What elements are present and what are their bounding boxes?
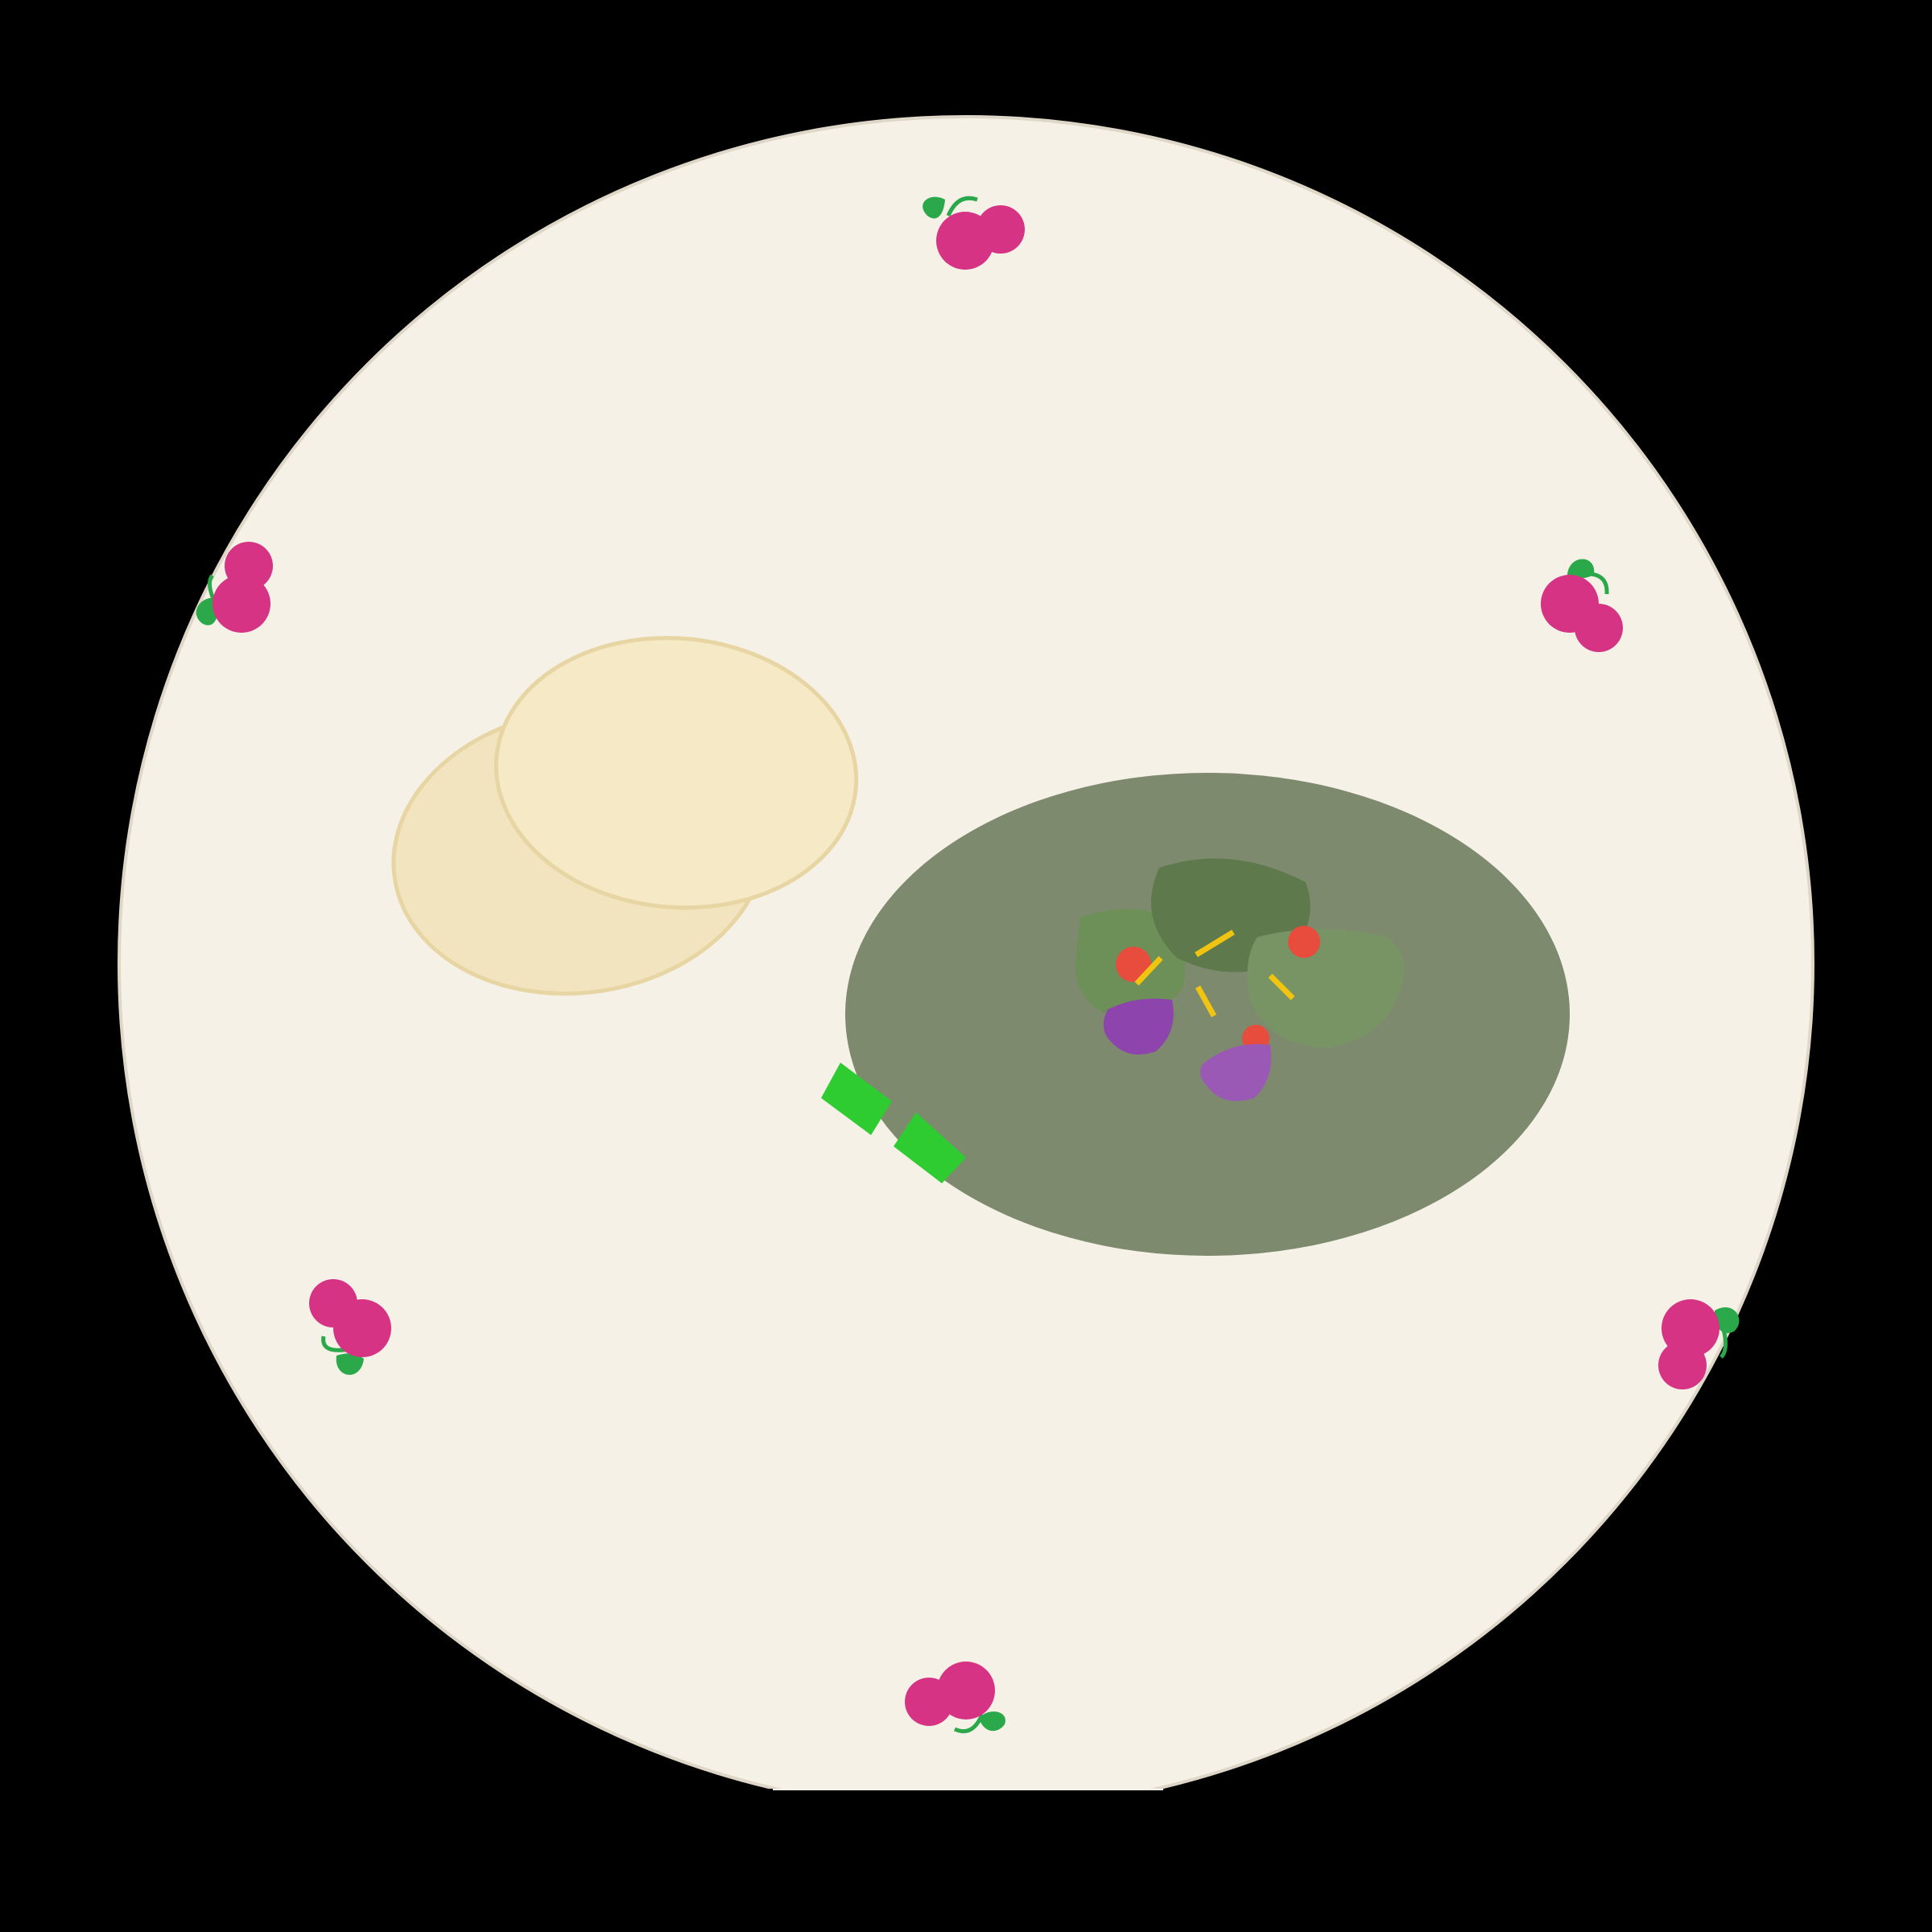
pepper-strip: [1195, 985, 1217, 1018]
berry-icon: [937, 1662, 995, 1719]
berry-leaf-icon: [979, 1711, 1005, 1732]
flatbread-stack: [391, 635, 859, 996]
berry-cluster-lower-left: [309, 1279, 391, 1375]
pepper-strip: [1195, 930, 1235, 957]
onion-piece: [1200, 1044, 1272, 1101]
berry-icon: [213, 575, 270, 633]
stew-base: [845, 773, 1570, 1256]
berry-cluster-bottom: [905, 1662, 1005, 1734]
berry-leaf-icon: [923, 196, 945, 219]
onion-piece: [1103, 998, 1174, 1055]
stew-dish: [845, 773, 1570, 1256]
berry-stem-icon: [1569, 572, 1609, 595]
tomato-piece: [1116, 947, 1151, 982]
berry-cluster-right: [1541, 559, 1623, 652]
green-chili-icon: [821, 1063, 892, 1135]
berry-icon: [333, 1299, 391, 1357]
berry-cluster-lower-right: [1658, 1299, 1740, 1389]
berry-stem-icon: [1717, 1316, 1728, 1359]
tomato-piece: [1288, 926, 1320, 958]
green-chili-icon: [894, 1113, 966, 1183]
berry-cluster-top: [923, 196, 1025, 270]
berry-stem-icon: [953, 1713, 985, 1734]
chili-garnish: [821, 1063, 966, 1183]
berry-stem-icon: [946, 196, 978, 217]
berry-icon: [1658, 1341, 1707, 1389]
berry-icon: [1575, 604, 1623, 652]
pepper-strip: [1268, 973, 1295, 1001]
plate-bottom-edge: [773, 1785, 1163, 1790]
berry-icon: [976, 205, 1025, 254]
flatbread-front: [493, 635, 859, 910]
berry-leaf-icon: [336, 1353, 364, 1375]
leaf-icon: [1247, 929, 1405, 1048]
pepper-strip: [1134, 956, 1163, 986]
berry-cluster-left: [196, 542, 273, 633]
